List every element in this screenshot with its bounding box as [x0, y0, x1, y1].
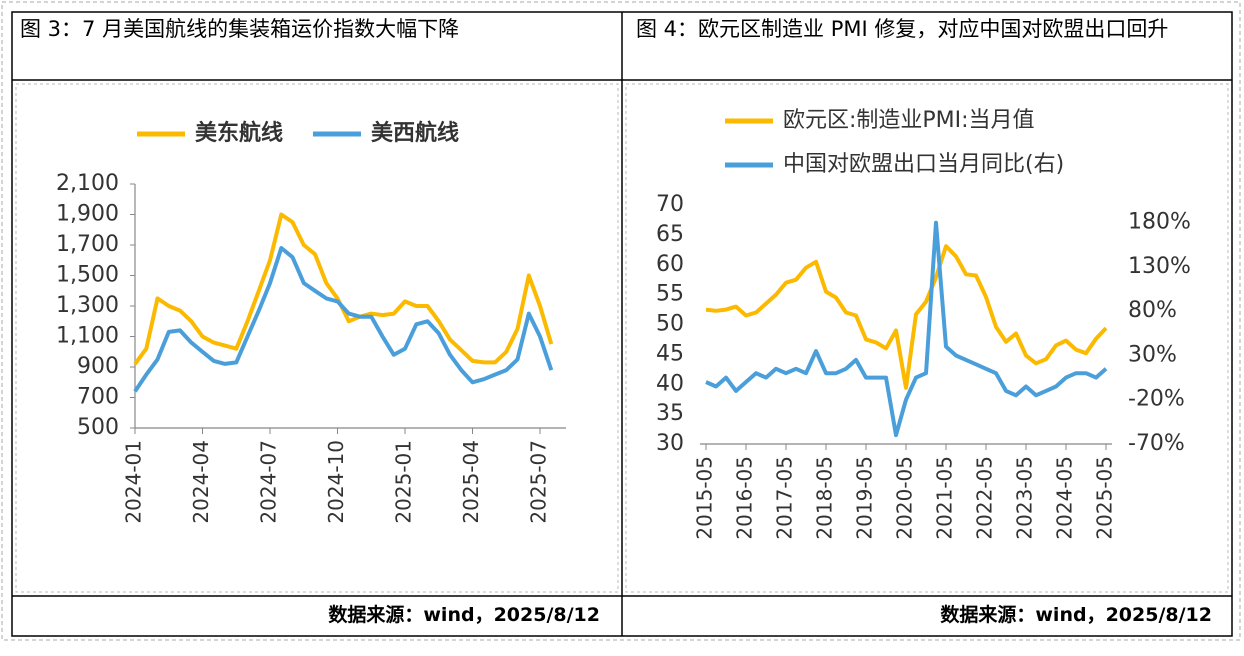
- y-tick-label: 500: [77, 415, 119, 440]
- y-tick-label: 40: [656, 371, 684, 396]
- series-line: [705, 244, 1108, 390]
- x-tick-label: 2022-05: [973, 456, 997, 540]
- y-tick-label: 1,300: [56, 293, 119, 318]
- y-tick-label: 1,700: [56, 232, 119, 257]
- x-tick-label: 2021-05: [933, 456, 957, 540]
- y-tick-label: 70: [656, 192, 684, 217]
- y-tick-label: 900: [77, 354, 119, 379]
- x-tick-label: 2024-05: [1053, 456, 1077, 540]
- source: 数据来源：wind，2025/8/12: [940, 604, 1212, 626]
- x-tick-label: 2020-05: [893, 456, 917, 540]
- y-tick-label: 700: [77, 385, 119, 410]
- y-tick-label: 1,900: [56, 202, 119, 227]
- x-tick-label: 2025-01: [392, 440, 416, 524]
- x-tick-label: 2024-10: [324, 440, 348, 524]
- series-line: [133, 246, 554, 393]
- plot-frame: [15, 83, 619, 593]
- y-tick-label: 55: [656, 282, 684, 307]
- y-tick-label: 1,500: [56, 263, 119, 288]
- x-tick-label: 2025-07: [527, 440, 551, 524]
- legend-label: 美东航线: [195, 120, 283, 146]
- y-tick-label: 1,100: [56, 324, 119, 349]
- legend-label: 中国对欧盟出口当月同比(右): [783, 152, 1064, 177]
- y-tick-label: 65: [656, 222, 684, 247]
- x-tick-label: 2016-05: [733, 456, 757, 540]
- y2-tick-label: 180%: [1128, 210, 1191, 235]
- y2-tick-label: -70%: [1128, 431, 1185, 456]
- x-tick-label: 2019-05: [853, 456, 877, 540]
- outer-border: [1, 1, 1241, 641]
- y2-tick-label: 130%: [1128, 254, 1191, 279]
- x-tick-label: 2024-01: [122, 440, 146, 524]
- plot-frame: [625, 83, 1229, 593]
- chart-title: 图 3：7 月美国航线的集装箱运价指数大幅下降: [20, 17, 460, 41]
- x-tick-label: 2025-04: [459, 440, 483, 524]
- y-tick-label: 2,100: [56, 171, 119, 196]
- source: 数据来源：wind，2025/8/12: [328, 604, 600, 626]
- x-tick-label: 2025-05: [1093, 456, 1117, 540]
- y-tick-label: 35: [656, 401, 684, 426]
- y-tick-label: 45: [656, 341, 684, 366]
- y-tick-label: 30: [656, 431, 684, 456]
- x-tick-label: 2024-04: [189, 440, 213, 524]
- x-tick-label: 2023-05: [1013, 456, 1037, 540]
- y2-tick-label: 30%: [1128, 342, 1177, 367]
- x-tick-label: 2015-05: [693, 456, 717, 540]
- y-tick-label: 60: [656, 252, 684, 277]
- x-tick-label: 2024-07: [257, 440, 281, 524]
- x-tick-label: 2017-05: [773, 456, 797, 540]
- legend-label: 美西航线: [371, 120, 459, 146]
- y2-tick-label: 80%: [1128, 298, 1177, 323]
- series-line: [705, 220, 1108, 438]
- x-tick-label: 2018-05: [813, 456, 837, 540]
- series-line: [133, 212, 554, 366]
- legend-label: 欧元区:制造业PMI:当月值: [783, 108, 1035, 133]
- y2-tick-label: -20%: [1128, 387, 1185, 412]
- chart-title: 图 4：欧元区制造业 PMI 修复，对应中国对欧盟出口回升: [636, 17, 1169, 41]
- y-tick-label: 50: [656, 312, 684, 337]
